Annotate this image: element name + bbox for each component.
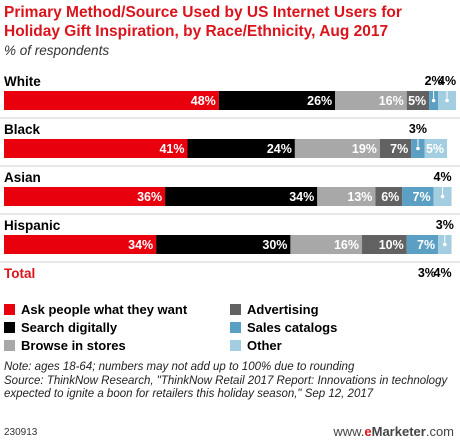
bar-segment [362,235,407,254]
emarketer-logo: www.eMarketer.com [333,424,454,439]
legend-item-advertising: Advertising [230,302,319,318]
data-label: 34% [128,238,153,252]
legend-label-ask: Ask people what they want [21,302,188,317]
legend-item-search: Search digitally [4,320,117,336]
bar-segment [165,187,318,206]
bar-segment [424,139,448,158]
bar-segment [4,91,219,110]
bar-segment [156,235,291,254]
data-label: 16% [379,94,404,108]
data-label: 4% [438,74,456,88]
bar-segment [4,139,188,158]
data-label: 7% [413,190,431,204]
data-label: 3% [418,266,436,280]
data-label: 7% [417,238,435,252]
bar-segment [406,235,439,254]
bar-segment [317,187,376,206]
data-label: 48% [191,94,216,108]
data-label: 4% [434,266,452,280]
bar-segment [406,91,430,110]
chart-id: 230913 [4,427,38,438]
bar-segment [379,139,412,158]
legend-label-browse: Browse in stores [21,338,126,353]
bar-segment [294,139,380,158]
legend-swatch-catalogs [230,322,241,333]
category-label: Total [4,266,35,280]
legend-item-ask: Ask people what they want [4,302,187,318]
data-label: 30% [262,238,287,252]
legend-item-browse: Browse in stores [4,338,126,354]
data-label: 26% [307,94,332,108]
data-label: 13% [347,190,372,204]
data-label: 2% [425,74,443,88]
callout-dot [416,146,420,151]
data-label: 24% [267,142,292,156]
data-label: 4% [434,170,452,184]
data-label: 10% [379,238,404,252]
bar-segment [218,91,336,110]
category-label: White [4,74,41,89]
category-label: Asian [4,170,41,185]
legend-swatch-browse [4,340,15,351]
category-label: Hispanic [4,218,61,233]
callout-dot [440,194,445,199]
bar-segment [4,187,166,206]
legend-label-other: Other [247,338,282,353]
chart-subtitle: % of respondents [4,43,110,58]
bar-segment [335,91,407,110]
legend-label-search: Search digitally [21,320,118,335]
data-label: 36% [137,190,162,204]
legend-swatch-ask [4,304,15,315]
bar-segment [4,235,157,254]
bar-segment [290,235,363,254]
legend-label-advertising: Advertising [247,302,319,317]
legend-swatch-search [4,322,15,333]
bar-segment [187,139,295,158]
data-label: 19% [352,142,377,156]
callout-dot [431,98,436,103]
bar-segment [402,187,434,206]
category-label: Black [4,122,41,137]
callout-dot [443,242,447,247]
note-text: Note: ages 18-64; numbers may not add up… [4,361,355,373]
legend-item-catalogs: Sales catalogs [230,320,337,336]
source-text: Source: ThinkNow Research, "ThinkNow Ret… [4,374,448,401]
data-label: 34% [289,190,314,204]
data-label: 3% [409,122,427,136]
footnote: Note: ages 18-64; numbers may not add up… [4,361,456,402]
data-label: 5% [426,142,444,156]
data-label: 41% [159,142,184,156]
data-label: 3% [436,218,454,232]
chart-title: Primary Method/Source Used by US Interne… [4,4,402,40]
data-label: 16% [334,238,359,252]
bar-segment [375,187,403,206]
legend-label-catalogs: Sales catalogs [247,320,338,335]
legend-item-other: Other [230,338,282,354]
data-label: 7% [390,142,408,156]
data-label: 5% [408,94,426,108]
legend-swatch-other [230,340,241,351]
data-label: 6% [381,190,399,204]
callout-dot [445,98,449,103]
legend-swatch-advertising [230,304,241,315]
